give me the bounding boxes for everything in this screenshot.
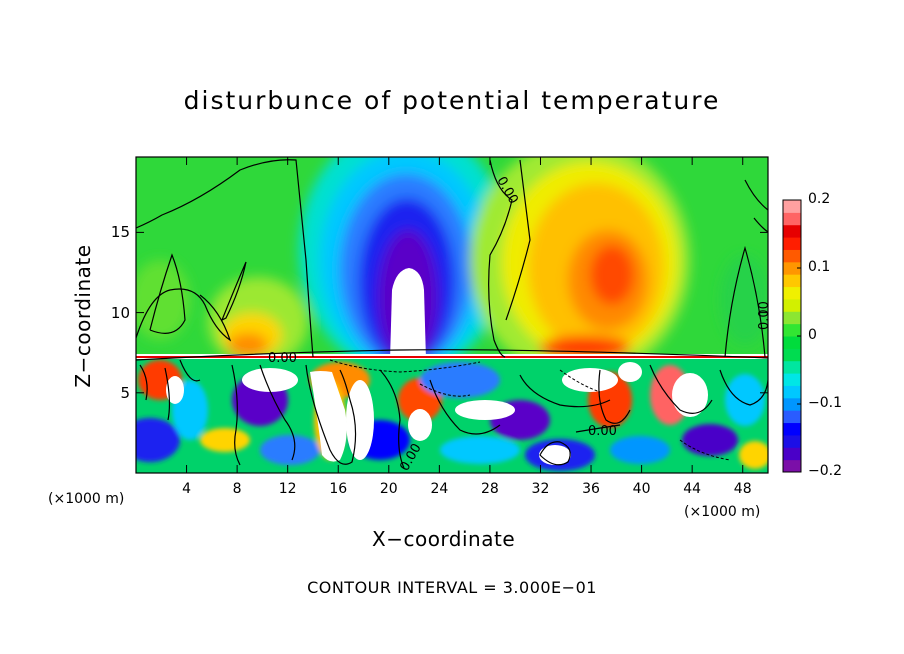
contour-label: 0.00 — [268, 351, 297, 366]
x-tick-label: 36 — [582, 481, 600, 497]
y-tick-label: 15 — [110, 223, 130, 242]
x-tick-label: 16 — [329, 481, 348, 497]
colorbar-swatch — [783, 373, 801, 386]
x-tick-label: 44 — [683, 481, 702, 497]
colorbar-swatch — [783, 410, 801, 424]
x-tick-label: 32 — [531, 481, 550, 497]
contour-label: 0.00 — [757, 301, 772, 330]
contour-label: 0.00 — [588, 424, 617, 439]
heatmap-field — [136, 157, 768, 473]
x-axis-label: X−coordinate — [372, 527, 516, 551]
plot-frame — [135, 156, 769, 474]
colorbar-swatch — [783, 447, 801, 461]
colorbar-swatch — [783, 422, 801, 436]
colorbar-swatch — [783, 434, 801, 448]
x-tick-label: 48 — [733, 481, 752, 497]
y-tick-label: 10 — [110, 303, 130, 322]
colorbar-swatch — [783, 323, 801, 337]
colorbar-swatch — [783, 360, 801, 374]
x-tick-label: 20 — [379, 481, 398, 497]
colorbar-tick-label: −0.1 — [808, 395, 842, 411]
colorbar-swatch — [783, 298, 801, 312]
x-unit-right: (×1000 m) — [684, 504, 761, 520]
x-tick-label: 8 — [232, 481, 242, 497]
colorbar-swatch — [783, 261, 801, 275]
colorbar-swatch — [783, 224, 801, 238]
y-ticks — [136, 231, 768, 394]
x-unit-left: (×1000 m) — [48, 491, 125, 507]
lower-white-patches — [166, 362, 708, 465]
colorbar-swatch — [783, 397, 801, 411]
contour-lines-dashed — [329, 359, 731, 461]
x-tick-label: 24 — [430, 481, 449, 497]
chart-title: disturbunce of potential temperature — [183, 86, 721, 115]
colorbar-swatch — [783, 274, 801, 288]
colorbar-tick-label: −0.2 — [808, 463, 842, 479]
colorbar-swatch — [783, 311, 801, 325]
colorbar-swatch — [783, 237, 801, 250]
colorbar-swatch — [783, 212, 801, 226]
contour-interval-note: CONTOUR INTERVAL = 3.000E−01 — [307, 578, 597, 597]
x-tick-label: 12 — [278, 481, 297, 497]
x-ticks — [186, 157, 744, 473]
contour-lines — [136, 159, 768, 469]
upper-anomalies — [136, 157, 768, 380]
white-core — [390, 268, 426, 360]
y-tick-label: 5 — [120, 383, 130, 402]
colorbar-swatch — [783, 200, 801, 213]
x-tick-label: 4 — [182, 481, 191, 497]
x-tick-label: 40 — [632, 481, 651, 497]
colorbar-swatch — [783, 459, 801, 473]
colorbar — [782, 199, 802, 473]
x-tick-label: 28 — [480, 481, 499, 497]
colorbar-tick-label: 0 — [808, 327, 817, 343]
y-axis-label: Z−coordinate — [71, 244, 95, 388]
colorbar-tick-label: 0.2 — [808, 191, 831, 207]
colorbar-swatch — [783, 348, 801, 362]
colorbar-swatch — [783, 249, 801, 263]
colorbar-swatch — [783, 336, 801, 349]
colorbar-swatch — [783, 385, 801, 399]
colorbar-tick-label: 0.1 — [808, 259, 831, 275]
colorbar-swatch — [783, 286, 801, 300]
